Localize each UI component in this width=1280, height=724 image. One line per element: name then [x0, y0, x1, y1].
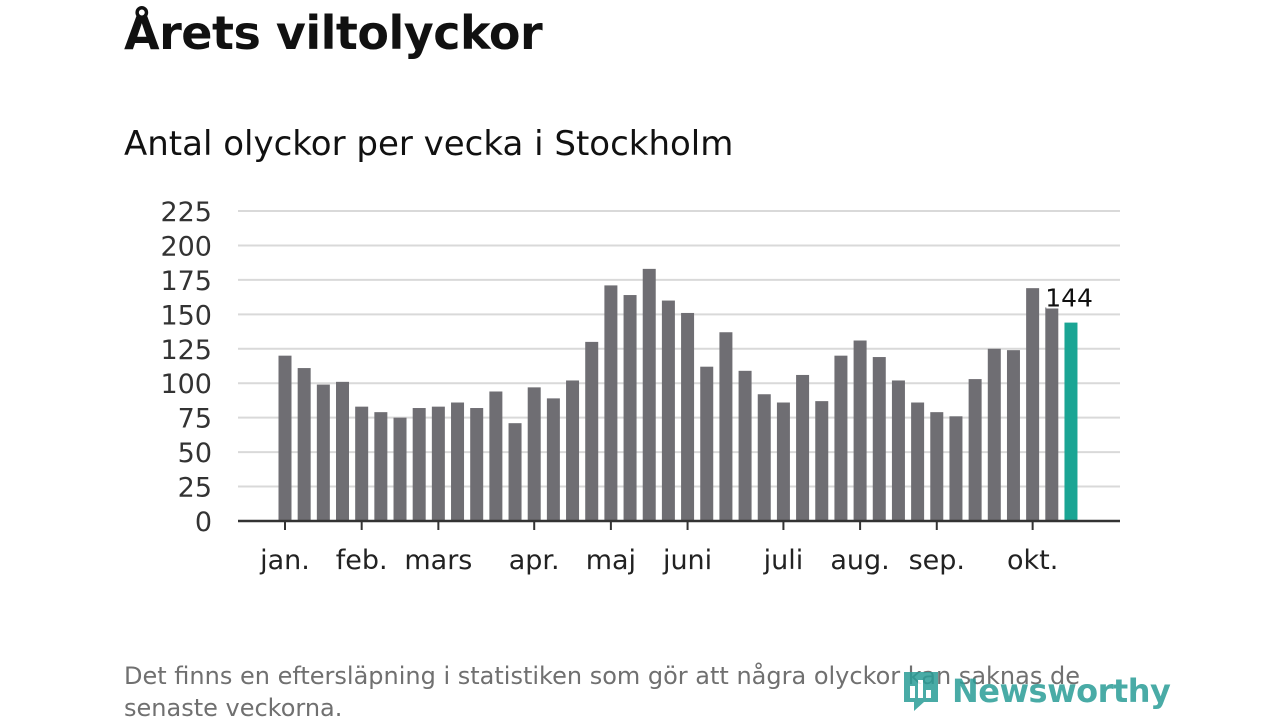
bar — [527, 387, 541, 521]
data-label-last: 144 — [1045, 284, 1093, 313]
bar — [642, 268, 656, 521]
x-tick-label: juli — [763, 545, 804, 576]
y-tick-label: 25 — [178, 473, 212, 504]
bar — [623, 295, 637, 521]
y-tick-label: 150 — [160, 300, 212, 331]
bar — [968, 379, 982, 521]
bars — [278, 268, 1078, 521]
chart-subtitle: Antal olyckor per vecka i Stockholm — [124, 124, 734, 164]
x-tick-label: feb. — [336, 545, 388, 576]
bar — [297, 368, 311, 521]
bar — [1045, 307, 1059, 521]
bar — [355, 406, 369, 521]
bar — [834, 355, 848, 521]
bar — [661, 300, 675, 521]
bar — [1006, 350, 1020, 521]
x-tick-label: okt. — [1007, 545, 1058, 576]
x-tick-label: sep. — [909, 545, 965, 576]
bar — [470, 408, 484, 521]
bar — [374, 412, 388, 521]
bar — [987, 348, 1001, 521]
bar — [872, 357, 886, 521]
brand-name: Newsworthy — [952, 672, 1171, 710]
y-tick-label: 50 — [178, 438, 212, 469]
bar — [700, 366, 714, 521]
bar — [451, 402, 465, 521]
bar — [316, 384, 330, 521]
x-tick-label: juni — [662, 545, 712, 576]
bar — [681, 312, 695, 521]
bar — [489, 391, 503, 521]
bar — [891, 380, 905, 521]
bar-highlight — [1064, 322, 1078, 521]
x-tick-label: aug. — [830, 545, 889, 576]
bar — [949, 416, 963, 521]
bar — [604, 285, 618, 521]
bar — [815, 401, 829, 521]
x-tick-label: maj — [586, 545, 636, 576]
bar — [757, 394, 771, 521]
chart-title: Årets viltolyckor — [124, 6, 543, 60]
bar — [796, 374, 810, 521]
y-tick-label: 125 — [160, 335, 212, 366]
y-tick-label: 175 — [160, 266, 212, 297]
x-axis-labels: jan. feb. mars apr. maj juni juli aug. sep. okt. — [259, 545, 1058, 576]
annotations: 144 — [1043, 282, 1095, 315]
x-tick-label: mars — [404, 545, 472, 576]
x-tick-label: apr. — [509, 545, 560, 576]
bar — [336, 381, 350, 521]
y-tick-label: 75 — [178, 404, 212, 435]
bar — [719, 332, 733, 521]
bar — [1026, 288, 1040, 521]
bar — [508, 423, 522, 521]
bar — [585, 341, 599, 521]
bar — [393, 417, 407, 521]
bar — [546, 398, 560, 521]
bar — [412, 408, 426, 521]
y-tick-label: 225 — [160, 197, 212, 228]
x-axis — [238, 519, 1120, 530]
bar — [776, 402, 790, 521]
bar — [278, 355, 292, 521]
bar — [911, 402, 925, 521]
brand-logo: Newsworthy — [900, 668, 1171, 714]
y-tick-label: 0 — [195, 507, 212, 538]
x-tick-label: jan. — [259, 545, 310, 576]
y-tick-label: 100 — [160, 369, 212, 400]
bar — [930, 412, 944, 521]
bar — [738, 370, 752, 521]
bar — [566, 380, 580, 521]
newsworthy-logo-icon — [904, 672, 938, 711]
grid-lines — [238, 210, 1120, 488]
bar — [431, 406, 445, 521]
y-tick-label: 200 — [160, 231, 212, 262]
bar — [853, 340, 867, 521]
